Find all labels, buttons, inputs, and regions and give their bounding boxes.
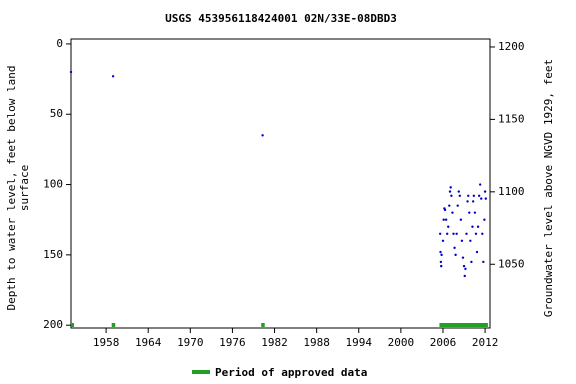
approved-period bbox=[71, 323, 74, 327]
data-point bbox=[449, 186, 452, 189]
data-point bbox=[468, 211, 471, 214]
data-point bbox=[456, 204, 459, 207]
data-point bbox=[477, 194, 481, 198]
x-tick-label: 2012 bbox=[472, 336, 499, 349]
data-point bbox=[483, 190, 487, 193]
y-tick-label: 0 bbox=[56, 37, 63, 50]
data-point bbox=[478, 183, 482, 186]
data-point bbox=[440, 264, 443, 268]
data-point bbox=[475, 250, 479, 254]
data-point bbox=[480, 197, 483, 200]
data-point bbox=[443, 208, 447, 212]
x-tick-label: 1994 bbox=[346, 336, 373, 349]
y-tick-label: 150 bbox=[43, 248, 63, 261]
data-point bbox=[476, 225, 480, 228]
data-point bbox=[111, 75, 115, 78]
data-point bbox=[455, 232, 458, 235]
y-tick-label: 200 bbox=[43, 318, 63, 331]
chart-title: USGS 453956118424001 02N/33E-08DBD3 bbox=[165, 12, 397, 25]
data-point bbox=[469, 239, 472, 243]
data-point bbox=[483, 218, 486, 221]
x-tick-label: 2006 bbox=[430, 336, 457, 349]
data-point bbox=[452, 232, 455, 235]
data-point bbox=[447, 225, 450, 228]
data-point bbox=[471, 200, 475, 203]
x-tick-label: 1988 bbox=[303, 336, 330, 349]
data-point bbox=[467, 194, 470, 198]
data-point bbox=[465, 232, 468, 235]
approved-period bbox=[439, 323, 488, 327]
data-point bbox=[438, 232, 442, 235]
y2-tick-label: 1050 bbox=[498, 257, 525, 270]
legend-label: Period of approved data bbox=[215, 366, 367, 379]
data-point bbox=[444, 218, 448, 221]
data-point bbox=[439, 250, 442, 254]
data-point bbox=[454, 253, 457, 257]
data-point bbox=[458, 194, 462, 198]
data-point bbox=[473, 211, 477, 214]
data-point bbox=[442, 218, 445, 221]
y2-tick-label: 1150 bbox=[498, 112, 525, 125]
data-point bbox=[261, 134, 264, 137]
data-point bbox=[457, 190, 460, 193]
data-point bbox=[450, 194, 453, 198]
approved-period bbox=[111, 323, 116, 327]
x-tick-label: 2000 bbox=[388, 336, 415, 349]
data-point bbox=[466, 200, 469, 203]
approved-period bbox=[261, 323, 265, 327]
data-point bbox=[439, 260, 443, 264]
data-point bbox=[462, 264, 466, 268]
data-point bbox=[470, 260, 473, 264]
x-tick-label: 1964 bbox=[135, 336, 162, 349]
data-point bbox=[471, 225, 474, 228]
data-point bbox=[448, 190, 452, 193]
data-point bbox=[453, 246, 456, 250]
data-point bbox=[445, 232, 449, 235]
data-point bbox=[481, 232, 484, 235]
data-point bbox=[441, 239, 445, 243]
x-tick-label: 1982 bbox=[261, 336, 288, 349]
data-point bbox=[459, 218, 463, 221]
y-tick-label: 50 bbox=[50, 107, 63, 120]
y-axis-label: Depth to water level, feet below land bbox=[5, 65, 18, 310]
data-point bbox=[460, 239, 464, 243]
data-point bbox=[448, 204, 451, 207]
data-point bbox=[482, 260, 485, 264]
y2-tick-label: 1100 bbox=[498, 185, 525, 198]
y2-tick-label: 1200 bbox=[498, 40, 525, 53]
data-point bbox=[474, 232, 478, 235]
y2-axis-label: Groundwater level above NGVD 1929, feet bbox=[542, 59, 555, 317]
x-tick-label: 1958 bbox=[93, 336, 120, 349]
y-axis-label: surface bbox=[18, 165, 31, 211]
x-tick-label: 1976 bbox=[219, 336, 246, 349]
x-tick-label: 1970 bbox=[177, 336, 204, 349]
data-point bbox=[461, 256, 465, 259]
data-point bbox=[463, 274, 466, 278]
data-point bbox=[472, 194, 476, 198]
data-point bbox=[484, 197, 487, 200]
data-point bbox=[464, 267, 467, 271]
data-point bbox=[440, 253, 443, 257]
y-tick-label: 100 bbox=[43, 178, 63, 191]
plot-frame bbox=[70, 38, 491, 329]
data-point bbox=[451, 211, 454, 214]
data-point bbox=[69, 70, 73, 74]
